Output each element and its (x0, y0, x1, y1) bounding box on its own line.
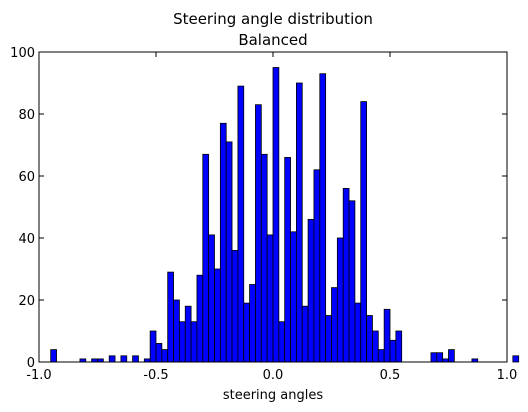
histogram-bar (313, 169, 321, 363)
x-tick-label: 1.0 (497, 368, 518, 383)
histogram-bar (50, 349, 57, 363)
histogram-bar (219, 122, 227, 363)
histogram-bar (155, 342, 163, 363)
histogram-bar (395, 330, 403, 363)
histogram-bar (331, 287, 338, 363)
y-tick-label: 0 (27, 356, 35, 371)
histogram-bar (260, 153, 268, 363)
bars-group (50, 67, 520, 363)
y-tick-label: 100 (10, 46, 35, 61)
histogram-bar (389, 339, 397, 363)
histogram-bar (295, 82, 303, 363)
chart-title: Steering angle distribution (173, 10, 373, 28)
histogram-bar (190, 321, 198, 363)
histogram-bar (178, 321, 186, 363)
histogram-bar (202, 153, 210, 363)
y-tick-label: 80 (18, 108, 35, 123)
y-tick-label: 20 (18, 294, 35, 309)
x-tick-label: -1.0 (26, 368, 51, 383)
ticks-group: -1.0 -0.5 0.0 0.5 1.0 0 20 40 60 80 100 (10, 46, 517, 383)
histogram-bar (196, 274, 204, 363)
histogram-bar (366, 315, 373, 363)
x-tick-label: 0.5 (380, 368, 401, 383)
histogram-bar (307, 218, 315, 363)
histogram-bar (301, 305, 309, 363)
histogram-bar (354, 302, 362, 363)
histogram-bar (266, 234, 274, 363)
histogram-bar (336, 237, 344, 363)
histogram-bar (383, 308, 391, 363)
histogram-bar (278, 321, 286, 363)
histogram-bar (372, 330, 379, 363)
histogram-bar (108, 355, 116, 363)
histogram-bar (237, 85, 245, 363)
y-tick-label: 40 (18, 232, 35, 247)
chart-subtitle: Balanced (238, 31, 307, 49)
histogram-bar (149, 330, 157, 363)
histogram-bar (173, 299, 180, 363)
histogram-bar (208, 234, 215, 363)
histogram-bar (348, 200, 356, 363)
histogram-bar (120, 355, 128, 363)
histogram-bar (161, 349, 169, 363)
histogram-bar (377, 349, 385, 363)
histogram-bar (255, 104, 262, 363)
histogram-bar (430, 352, 438, 363)
histogram-bar (272, 67, 280, 363)
x-tick-label: -0.5 (143, 368, 168, 383)
histogram-bar (436, 352, 444, 363)
histogram-bar (132, 355, 139, 363)
x-axis-label: steering angles (223, 388, 324, 403)
histogram-bar (512, 355, 520, 363)
x-tick-label: 0.0 (263, 368, 284, 383)
histogram-bar (243, 302, 250, 363)
histogram-bar (325, 315, 332, 363)
histogram-bar (360, 101, 367, 363)
histogram-bar (225, 141, 233, 363)
histogram-bar (184, 305, 192, 363)
histogram-bar (290, 231, 297, 363)
histogram-bar (214, 268, 221, 363)
histogram-bar (231, 249, 239, 363)
histogram-bar (284, 156, 291, 363)
histogram-bar (319, 73, 327, 363)
y-tick-label: 60 (18, 170, 35, 185)
histogram-bar (342, 187, 350, 363)
histogram-bar (167, 271, 174, 363)
plot-frame (38, 51, 508, 363)
histogram-bar (448, 349, 455, 363)
histogram-bar (249, 284, 256, 363)
